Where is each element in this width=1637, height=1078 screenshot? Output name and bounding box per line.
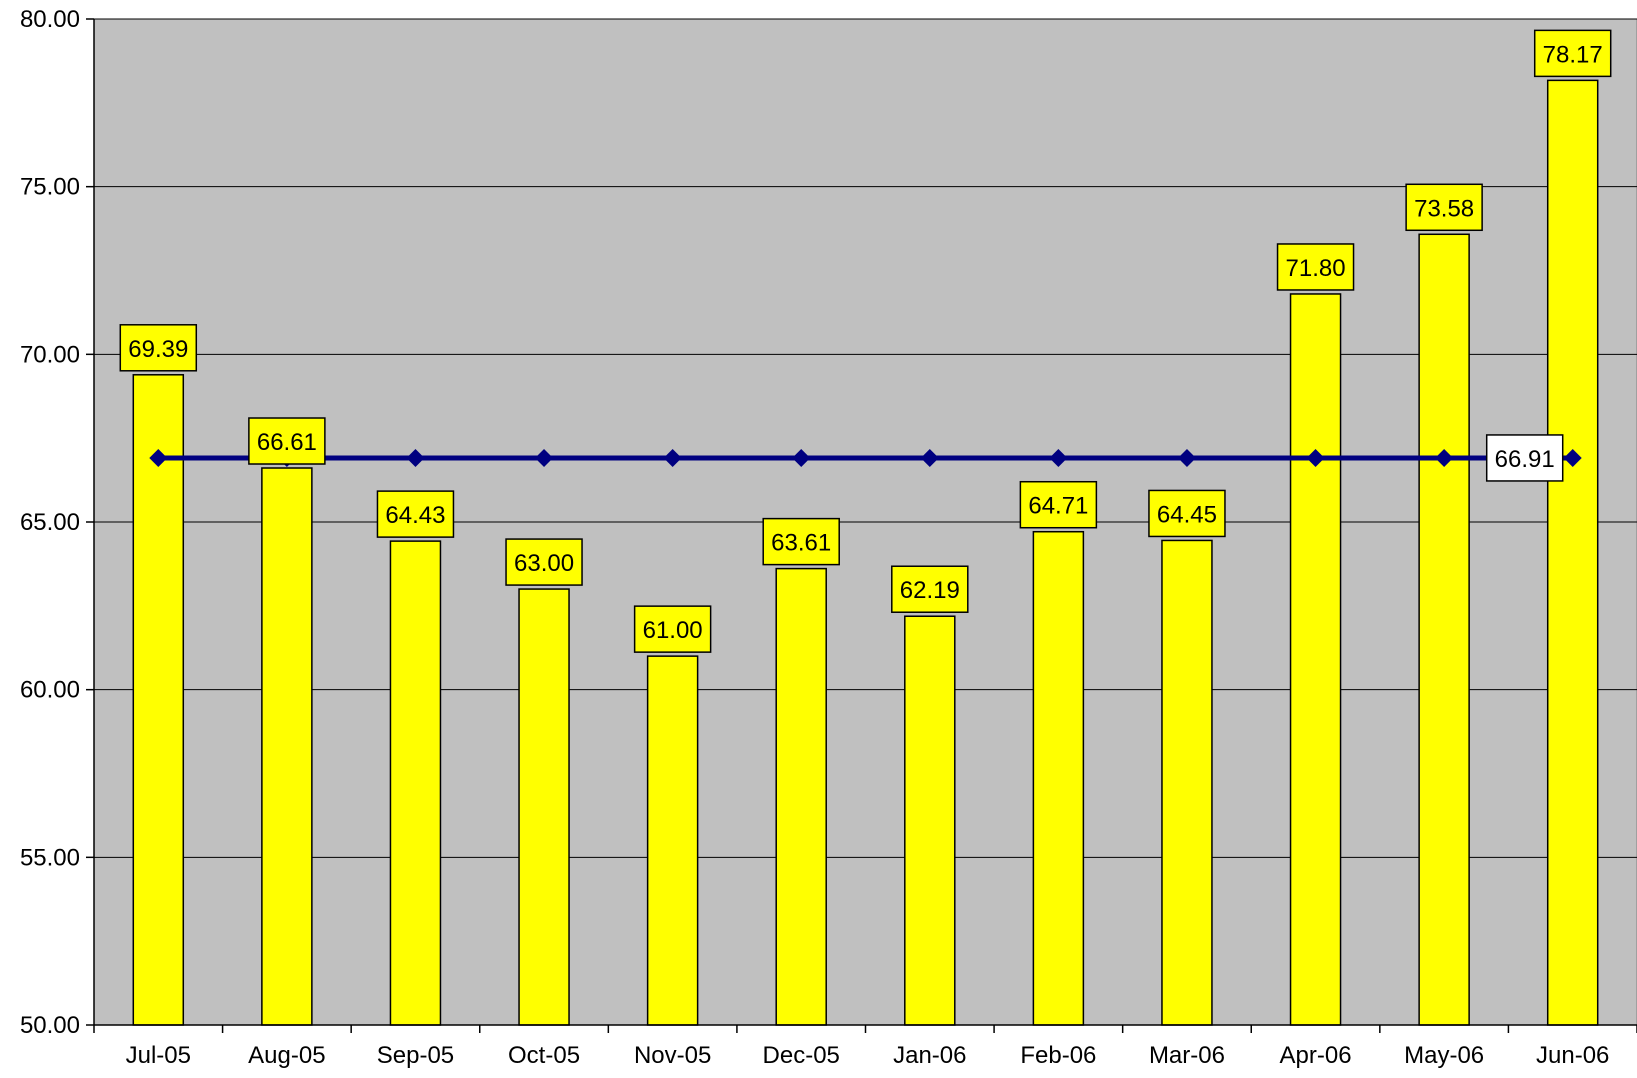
bar [261, 467, 313, 1026]
x-tick-label: Jul-05 [126, 1042, 191, 1069]
bar [389, 540, 442, 1026]
line-point [1306, 448, 1325, 467]
bar [646, 655, 699, 1026]
line-point [1177, 448, 1196, 467]
x-tick-label: Apr-06 [1280, 1042, 1352, 1069]
bar-data-label: 66.61 [257, 429, 317, 456]
line-point [920, 448, 939, 467]
bar [1418, 233, 1470, 1026]
line-point [663, 448, 682, 467]
y-tick-label: 75.00 [20, 174, 80, 201]
line-point [1563, 448, 1582, 467]
bar-data-label-box [376, 490, 455, 538]
y-tick-label: 65.00 [20, 509, 80, 536]
bar-data-label-box [119, 324, 198, 372]
line-point [1435, 448, 1454, 467]
bar-data-label-box [1276, 243, 1355, 291]
bar [904, 615, 956, 1026]
y-tick-label: 60.00 [20, 677, 80, 704]
bar-data-label: 71.80 [1286, 255, 1346, 282]
x-tick-label: Mar-06 [1149, 1042, 1225, 1069]
bar [132, 374, 185, 1026]
bar-data-label-box [1148, 489, 1226, 538]
bar [1161, 539, 1213, 1026]
line-point [792, 448, 811, 467]
bar-data-label-box [1019, 480, 1098, 529]
y-tick-label: 50.00 [20, 1012, 80, 1039]
bar-data-label-box [1405, 183, 1483, 232]
x-tick-label: Aug-05 [248, 1042, 325, 1069]
bar [775, 567, 827, 1026]
x-tick-label: Jan-06 [893, 1042, 966, 1069]
line-point [1049, 448, 1068, 467]
y-tick-label: 55.00 [20, 844, 80, 871]
bar-data-label: 64.45 [1157, 501, 1217, 528]
bar-data-label-box [762, 517, 840, 566]
bar [1032, 530, 1085, 1026]
bar-data-label-box [633, 605, 712, 653]
bar-data-label: 64.43 [385, 502, 445, 529]
x-tick-label: Jun-06 [1536, 1042, 1609, 1069]
bar-data-label: 64.71 [1028, 493, 1088, 520]
bar-data-label: 63.61 [771, 530, 831, 557]
bar [1546, 79, 1599, 1026]
bar-data-label-box [1533, 29, 1612, 78]
x-tick-label: Dec-05 [763, 1042, 840, 1069]
x-tick-label: Sep-05 [377, 1042, 454, 1069]
x-tick-label: Feb-06 [1020, 1042, 1096, 1069]
line-point [149, 448, 168, 467]
x-tick-label: Nov-05 [634, 1042, 711, 1069]
x-tick-label: Oct-05 [508, 1042, 580, 1069]
bar-data-label: 61.00 [643, 617, 703, 644]
bar-data-label: 63.00 [514, 550, 574, 577]
bar [1289, 293, 1342, 1026]
bar-data-label: 78.17 [1543, 41, 1603, 68]
bar-data-label-box [891, 565, 969, 613]
line-data-label-box [1485, 434, 1564, 482]
bar-data-label: 73.58 [1414, 195, 1474, 222]
bar-data-label: 62.19 [900, 577, 960, 604]
y-tick-label: 70.00 [20, 341, 80, 368]
line-point [535, 448, 554, 467]
bar-data-label-box [248, 417, 326, 465]
bar [518, 588, 570, 1026]
y-tick-label: 80.00 [20, 6, 80, 33]
bar-data-label: 69.39 [128, 336, 188, 363]
bar-data-label-box [505, 538, 583, 586]
line-point [406, 448, 425, 467]
x-tick-label: May-06 [1404, 1042, 1484, 1069]
line-data-label: 66.91 [1495, 446, 1555, 473]
